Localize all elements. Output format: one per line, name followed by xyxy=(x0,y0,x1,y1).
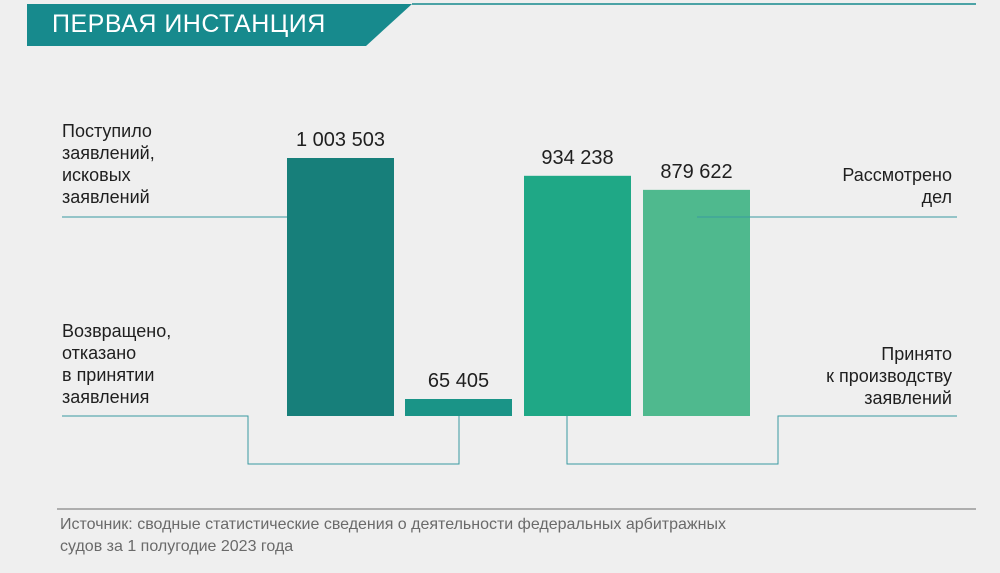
bar-received xyxy=(287,158,394,416)
label-received: Поступило заявлений, исковых заявлений xyxy=(62,121,155,207)
label-accepted: Принято к производству заявлений xyxy=(826,344,952,408)
banner-shape xyxy=(27,4,412,46)
source-note: Источник: сводные статистические сведени… xyxy=(60,516,726,555)
value-label-returned: 65 405 xyxy=(427,370,490,392)
bars-group xyxy=(287,158,750,416)
bar-considered xyxy=(643,189,750,416)
connector-lines xyxy=(62,216,957,465)
page-title: ПЕРВАЯ ИНСТАНЦИЯ xyxy=(52,10,326,38)
header-banner xyxy=(27,3,976,46)
label-considered: Рассмотрено дел xyxy=(842,165,952,207)
bar-returned xyxy=(405,399,512,416)
value-label-accepted: 934 238 xyxy=(541,146,614,169)
label-returned: Возвращено, отказано в принятии заявлени… xyxy=(62,321,172,407)
value-label-considered: 879 622 xyxy=(660,160,733,183)
value-label-received: 1 003 503 xyxy=(296,129,385,151)
connector-returned xyxy=(62,415,460,465)
bar-accepted xyxy=(524,175,631,416)
connector-accepted xyxy=(566,415,957,465)
